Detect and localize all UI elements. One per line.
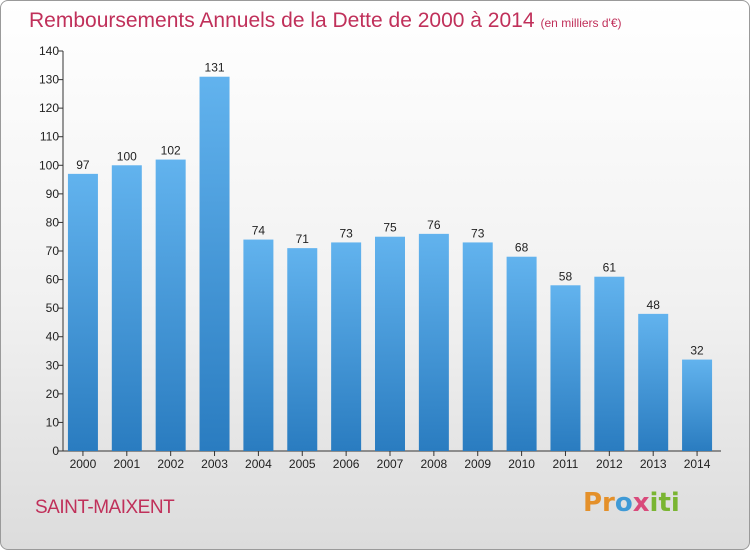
bar [594, 276, 625, 451]
x-tick-label: 2009 [464, 457, 491, 471]
bar-value-label: 73 [471, 226, 485, 240]
bars [67, 76, 713, 452]
x-tick-label: 2000 [70, 457, 97, 471]
bar-value-label: 76 [427, 218, 441, 232]
chart-title-text: Remboursements Annuels de la Dette de 20… [29, 9, 535, 32]
y-tick-label: 50 [46, 301, 60, 315]
y-tick-label: 70 [46, 244, 60, 258]
bar-value-label: 32 [690, 344, 704, 358]
bar [550, 285, 581, 451]
x-tick-label: 2011 [553, 457, 579, 471]
data-labels: 97 100 102 131 74 71 73 75 76 73 68 58 61 48 32 [76, 61, 704, 358]
y-tick-label: 80 [46, 215, 60, 229]
x-tick-label: 2005 [289, 457, 316, 471]
bar [111, 165, 142, 452]
x-tick-label: 2002 [157, 457, 184, 471]
bar [375, 236, 405, 451]
x-tick-label: 2003 [201, 457, 228, 471]
y-tick-label: 90 [46, 187, 60, 201]
bar-value-label: 73 [339, 226, 353, 240]
x-tick-label: 2008 [421, 457, 448, 471]
x-tick-label: 2001 [113, 457, 140, 471]
logo-part-4: iti [649, 488, 680, 518]
y-tick-label: 20 [46, 387, 60, 401]
y-tick-label: 30 [46, 358, 60, 372]
bar-value-label: 100 [117, 149, 137, 163]
bar [462, 242, 493, 451]
x-tick-label: 2010 [508, 457, 535, 471]
bar-value-label: 71 [296, 232, 310, 246]
x-tick-label: 2013 [640, 457, 667, 471]
logo-part-3: x [632, 488, 650, 518]
chart-unit: (en milliers d'€) [540, 16, 622, 30]
bar-value-label: 68 [515, 241, 529, 255]
place-name: SAINT-MAIXENT [35, 497, 175, 518]
x-tick-label: 2006 [333, 457, 360, 471]
y-tick-label: 110 [40, 130, 59, 144]
x-tick-label: 2007 [377, 457, 404, 471]
bar [243, 239, 274, 451]
bar-value-label: 58 [559, 269, 573, 283]
bar [67, 173, 98, 451]
y-tick-label: 10 [46, 415, 60, 429]
bar-value-label: 48 [647, 298, 661, 312]
y-tick-label: 40 [46, 330, 60, 344]
x-tick-label: 2014 [684, 457, 711, 471]
bar-value-label: 97 [76, 158, 90, 172]
bar [682, 359, 713, 451]
bar [199, 76, 230, 451]
bar [506, 256, 537, 451]
y-tick-label: 100 [39, 158, 59, 172]
chart-title: Remboursements Annuels de la Dette de 20… [29, 9, 622, 33]
bar [155, 159, 186, 452]
bar-value-label: 74 [252, 224, 266, 238]
y-tick-label: 120 [39, 101, 59, 115]
logo-part-2: o [614, 488, 633, 518]
bar [638, 313, 669, 451]
bar-value-label: 75 [383, 221, 397, 235]
x-tick-label: 2012 [596, 457, 623, 471]
bar-value-label: 102 [161, 144, 181, 158]
bar [331, 242, 362, 451]
y-tick-label: 130 [39, 73, 59, 87]
bar [287, 248, 318, 451]
x-tick-label: 2004 [245, 457, 272, 471]
bar-value-label: 61 [603, 261, 617, 275]
proxiti-logo: Proxiti [583, 488, 680, 518]
bar [418, 233, 449, 451]
y-tick-label: 0 [52, 444, 59, 458]
y-tick-label: 60 [46, 273, 60, 287]
y-tick-label: 140 [39, 44, 59, 58]
bar-value-label: 131 [205, 61, 225, 75]
logo-part-1: Pr [583, 488, 615, 518]
